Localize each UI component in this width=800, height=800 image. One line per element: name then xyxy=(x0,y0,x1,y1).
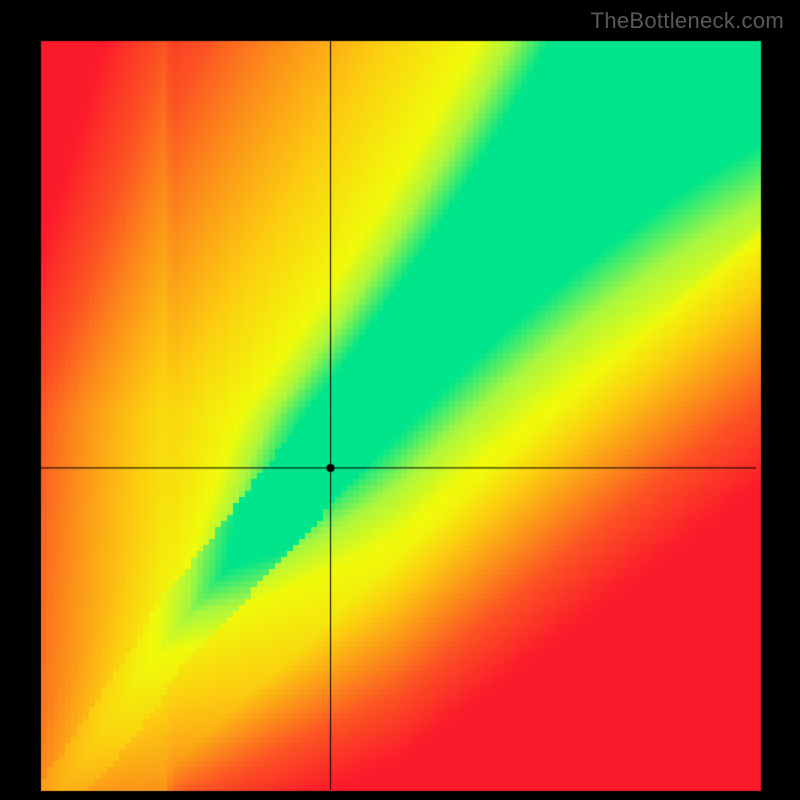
watermark-text: TheBottleneck.com xyxy=(591,8,784,34)
chart-container: TheBottleneck.com xyxy=(0,0,800,800)
heatmap-canvas xyxy=(0,0,800,800)
